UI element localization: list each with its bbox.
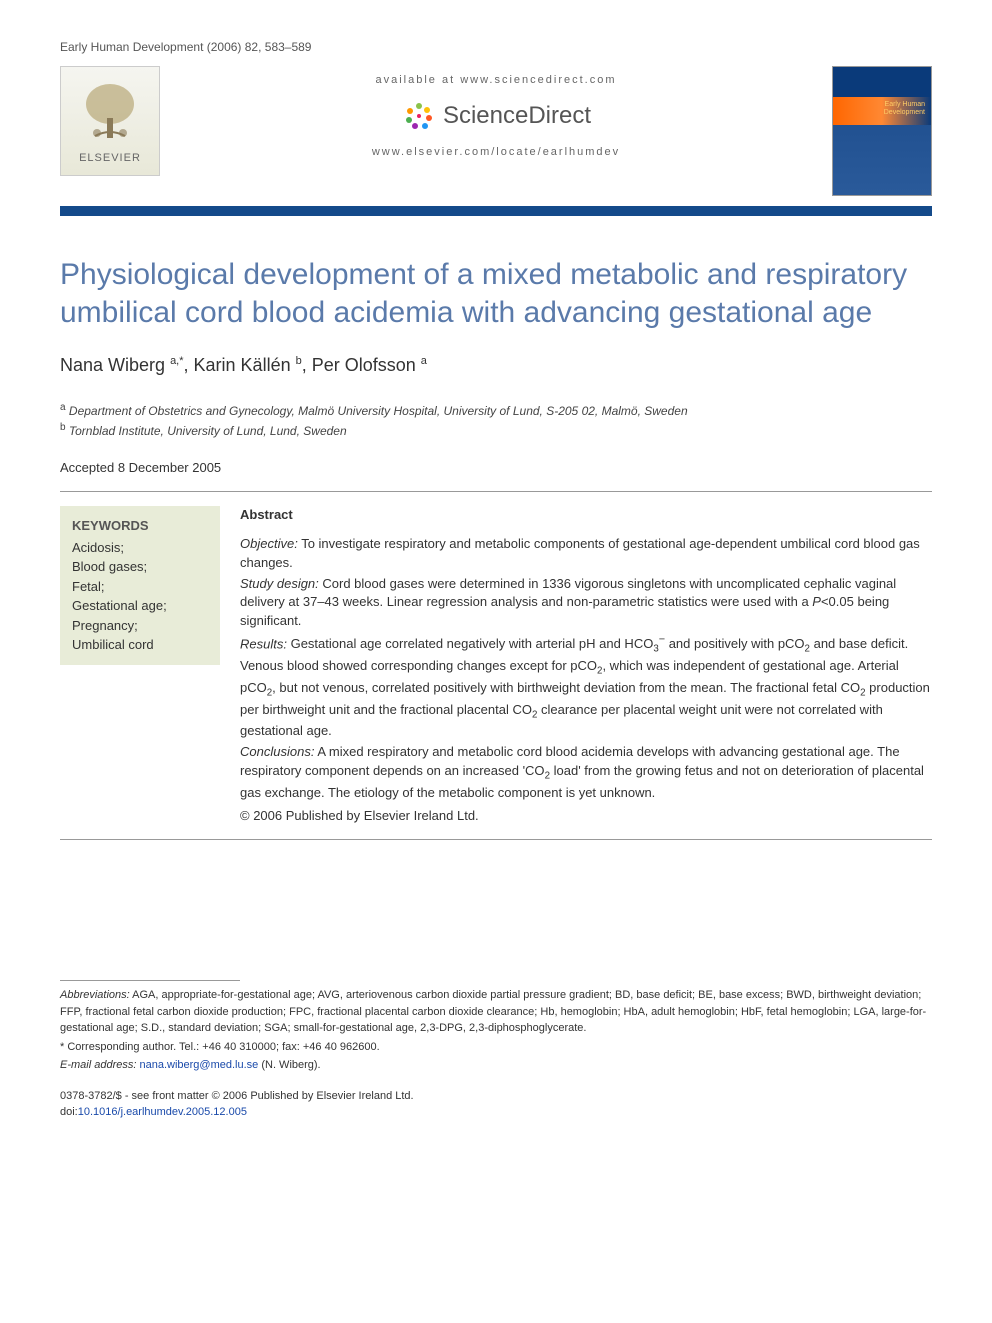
abstract-paragraph: Objective: To investigate respiratory an…: [240, 535, 932, 573]
email-footnote: E-mail address: nana.wiberg@med.lu.se (N…: [60, 1057, 932, 1074]
author-email-link[interactable]: nana.wiberg@med.lu.se: [139, 1059, 258, 1071]
affiliations: a Department of Obstetrics and Gynecolog…: [60, 400, 932, 440]
keyword-item: Umbilical cord: [72, 635, 208, 655]
article-identifier: 0378-3782/$ - see front matter © 2006 Pu…: [60, 1088, 932, 1121]
abstract-heading: Abstract: [240, 506, 932, 525]
corresponding-author-footnote: * Corresponding author. Tel.: +46 40 310…: [60, 1039, 932, 1056]
article-title: Physiological development of a mixed met…: [60, 256, 932, 331]
abstract-paragraph: Study design: Cord blood gases were dete…: [240, 575, 932, 632]
elsevier-logo: ELSEVIER: [60, 66, 160, 176]
divider-bottom: [60, 839, 932, 840]
issn-line: 0378-3782/$ - see front matter © 2006 Pu…: [60, 1088, 932, 1105]
journal-citation-header: Early Human Development (2006) 82, 583–5…: [60, 40, 932, 54]
header-center: available at www.sciencedirect.com Scien…: [180, 66, 812, 158]
keyword-item: Blood gases;: [72, 557, 208, 577]
sciencedirect-logo[interactable]: ScienceDirect: [401, 98, 591, 134]
keyword-item: Acidosis;: [72, 538, 208, 558]
publisher-header: ELSEVIER available at www.sciencedirect.…: [60, 66, 932, 196]
abbreviations-footnote: Abbreviations: AGA, appropriate-for-gest…: [60, 987, 932, 1037]
keywords-box: KEYWORDS Acidosis; Blood gases; Fetal; G…: [60, 506, 220, 665]
abstract-paragraph: Conclusions: A mixed respiratory and met…: [240, 743, 932, 802]
accepted-date: Accepted 8 December 2005: [60, 460, 932, 475]
elsevier-tree-icon: [75, 78, 145, 148]
abstract-section: KEYWORDS Acidosis; Blood gases; Fetal; G…: [60, 506, 932, 825]
abstract-paragraph: Results: Gestational age correlated nega…: [240, 633, 932, 741]
sciencedirect-burst-icon: [401, 98, 437, 134]
abstract-body: Abstract Objective: To investigate respi…: [240, 506, 932, 825]
journal-cover-thumbnail: Early Human Development: [832, 66, 932, 196]
keyword-item: Fetal;: [72, 577, 208, 597]
footnotes: Abbreviations: AGA, appropriate-for-gest…: [60, 980, 932, 1074]
keyword-item: Gestational age;: [72, 596, 208, 616]
header-divider-bar: [60, 206, 932, 216]
journal-url[interactable]: www.elsevier.com/locate/earlhumdev: [180, 146, 812, 158]
keywords-heading: KEYWORDS: [72, 516, 208, 536]
abstract-copyright: © 2006 Published by Elsevier Ireland Ltd…: [240, 807, 932, 826]
available-at-text: available at www.sciencedirect.com: [180, 74, 812, 86]
doi-link[interactable]: 10.1016/j.earlhumdev.2005.12.005: [78, 1106, 247, 1118]
elsevier-wordmark: ELSEVIER: [79, 152, 141, 164]
divider-top: [60, 491, 932, 492]
keyword-item: Pregnancy;: [72, 616, 208, 636]
author-list: Nana Wiberg a,*, Karin Källén b, Per Olo…: [60, 355, 932, 376]
sciencedirect-text: ScienceDirect: [443, 102, 591, 130]
